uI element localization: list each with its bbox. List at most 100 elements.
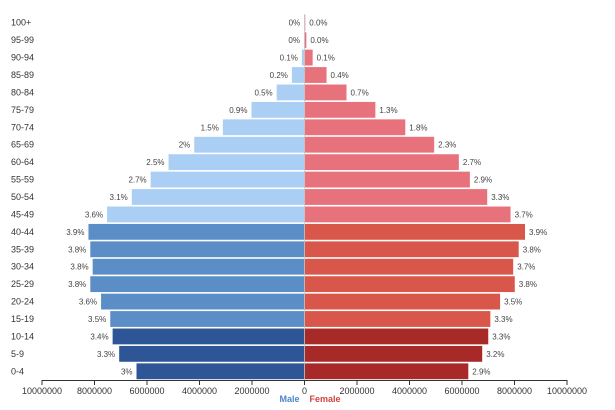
- male-bar-0-4: [136, 363, 305, 380]
- female-percent-label-30-34: 3.7%: [517, 263, 535, 272]
- female-percent-label-100+: 0.0%: [309, 19, 327, 28]
- age-label-45-49: 45-49: [11, 209, 34, 219]
- age-label-40-44: 40-44: [11, 227, 34, 237]
- male-bar-40-44: [88, 223, 305, 240]
- male-percent-label-30-34: 3.8%: [70, 263, 88, 272]
- male-bar-60-64: [168, 154, 305, 171]
- age-label-50-54: 50-54: [11, 192, 34, 202]
- female-percent-label-70-74: 1.8%: [409, 123, 427, 132]
- x-tick-label: 0: [302, 386, 307, 396]
- age-label-95-99: 95-99: [11, 35, 34, 45]
- female-percent-label-15-19: 3.3%: [494, 315, 512, 324]
- age-label-5-9: 5-9: [11, 349, 24, 359]
- female-bar-0-4: [304, 363, 469, 380]
- male-percent-label-15-19: 3.5%: [88, 315, 106, 324]
- male-percent-label-70-74: 1.5%: [201, 123, 219, 132]
- labels-layer: 100+ 0% 0.0% 95-99 0% 0.0% 90-94 0.1% 0.1% 85-89 0…: [11, 18, 547, 377]
- age-label-60-64: 60-64: [11, 157, 34, 167]
- female-bar-70-74: [304, 119, 406, 136]
- x-tick-label: 10000000: [22, 386, 62, 396]
- x-tick-label: 2000000: [234, 386, 269, 396]
- female-bar-5-9: [304, 345, 483, 362]
- female-bar-55-59: [304, 171, 470, 188]
- male-percent-label-40-44: 3.9%: [66, 228, 84, 237]
- male-percent-label-25-29: 3.8%: [68, 280, 86, 289]
- male-bar-20-24: [101, 293, 305, 310]
- x-axis: 10000000 8000000 6000000 4000000 2000000 0 200…: [22, 14, 587, 396]
- age-label-30-34: 30-34: [11, 262, 34, 272]
- male-percent-label-65-69: 2%: [179, 141, 191, 150]
- male-bar-25-29: [90, 276, 305, 293]
- female-bar-45-49: [304, 206, 511, 223]
- female-bar-20-24: [304, 293, 501, 310]
- female-percent-label-80-84: 0.7%: [351, 88, 369, 97]
- male-bar-45-49: [107, 206, 305, 223]
- male-bar-10-14: [112, 328, 305, 345]
- age-label-75-79: 75-79: [11, 105, 34, 115]
- legend-male-label: Male: [279, 394, 299, 404]
- female-percent-label-45-49: 3.7%: [515, 210, 533, 219]
- female-bar-10-14: [304, 328, 489, 345]
- male-bar-70-74: [222, 119, 305, 136]
- female-percent-label-55-59: 2.9%: [474, 176, 492, 185]
- age-label-15-19: 15-19: [11, 314, 34, 324]
- male-percent-label-50-54: 3.1%: [110, 193, 128, 202]
- age-label-65-69: 65-69: [11, 140, 34, 150]
- male-percent-label-75-79: 0.9%: [229, 106, 247, 115]
- female-percent-label-75-79: 1.3%: [379, 106, 397, 115]
- age-label-35-39: 35-39: [11, 244, 34, 254]
- male-percent-label-60-64: 2.5%: [146, 158, 164, 167]
- male-bar-30-34: [92, 258, 305, 275]
- x-tick-label: 8000000: [77, 386, 112, 396]
- female-percent-label-50-54: 3.3%: [491, 193, 509, 202]
- male-bar-55-59: [150, 171, 305, 188]
- male-bar-50-54: [131, 189, 305, 205]
- legend: Male Female: [279, 394, 340, 404]
- female-bar-75-79: [304, 101, 376, 118]
- age-label-100+: 100+: [11, 18, 31, 28]
- x-tick-label: 6000000: [129, 386, 164, 396]
- age-label-25-29: 25-29: [11, 279, 34, 289]
- x-tick-label: 8000000: [497, 386, 532, 396]
- female-percent-label-95-99: 0.0%: [310, 36, 328, 45]
- female-percent-label-90-94: 0.1%: [317, 54, 335, 63]
- female-bar-30-34: [304, 258, 514, 275]
- male-bar-85-89: [291, 67, 305, 83]
- age-label-0-4: 0-4: [11, 366, 24, 376]
- x-tick-label: 10000000: [547, 386, 587, 396]
- female-bar-65-69: [304, 136, 435, 153]
- x-tick-label: 6000000: [444, 386, 479, 396]
- male-percent-label-35-39: 3.8%: [68, 245, 86, 254]
- female-bar-25-29: [304, 276, 515, 293]
- male-percent-label-95-99: 0%: [288, 36, 300, 45]
- age-label-55-59: 55-59: [11, 175, 34, 185]
- female-percent-label-40-44: 3.9%: [529, 228, 547, 237]
- female-percent-label-10-14: 3.3%: [492, 332, 510, 341]
- female-percent-label-60-64: 2.7%: [463, 158, 481, 167]
- male-percent-label-100+: 0%: [289, 19, 301, 28]
- male-percent-label-55-59: 2.7%: [128, 176, 146, 185]
- male-bar-80-84: [276, 84, 305, 101]
- female-percent-label-25-29: 3.8%: [519, 280, 537, 289]
- male-percent-label-80-84: 0.5%: [254, 88, 272, 97]
- female-bar-40-44: [304, 223, 525, 240]
- female-bar-50-54: [304, 189, 488, 205]
- x-tick-label: 4000000: [182, 386, 217, 396]
- x-tick-label: 4000000: [392, 386, 427, 396]
- male-bar-35-39: [90, 241, 305, 258]
- age-label-10-14: 10-14: [11, 331, 34, 341]
- female-bar-15-19: [304, 311, 491, 327]
- age-label-20-24: 20-24: [11, 297, 34, 307]
- male-bar-5-9: [119, 345, 305, 362]
- female-percent-label-35-39: 3.8%: [523, 245, 541, 254]
- male-percent-label-45-49: 3.6%: [85, 210, 103, 219]
- legend-female-label: Female: [310, 394, 341, 404]
- male-percent-label-20-24: 3.6%: [79, 298, 97, 307]
- female-bar-60-64: [304, 154, 459, 171]
- male-bar-65-69: [194, 136, 305, 153]
- age-label-85-89: 85-89: [11, 70, 34, 80]
- male-percent-label-10-14: 3.4%: [90, 332, 108, 341]
- female-bar-95-99: [304, 32, 307, 49]
- age-label-80-84: 80-84: [11, 87, 34, 97]
